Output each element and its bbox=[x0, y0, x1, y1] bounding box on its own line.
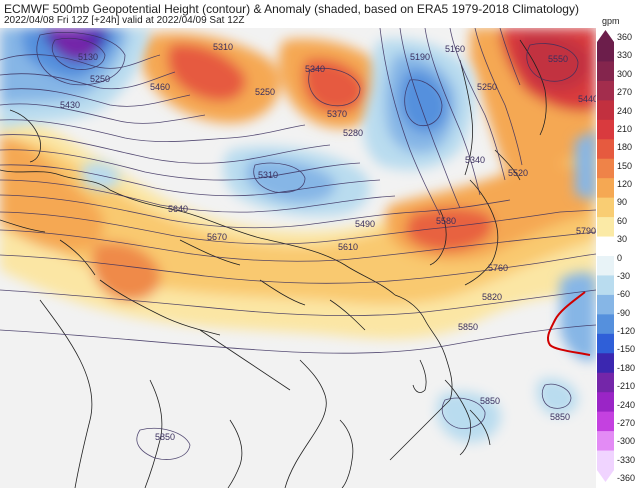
anomaly-colorbar bbox=[597, 30, 614, 482]
contour-label: 5340 bbox=[305, 64, 325, 74]
colorbar-tick-label: 210 bbox=[617, 123, 633, 134]
coastlines-and-borders bbox=[0, 39, 547, 488]
colorbar-unit-label: gpm bbox=[602, 16, 620, 26]
contour-label: 5760 bbox=[488, 263, 508, 273]
anomaly-shading bbox=[0, 28, 596, 340]
map-canvas: 5130 5250 5430 5310 5460 5250 5340 5370 … bbox=[0, 28, 596, 488]
valid-time-subtitle: 2022/04/08 Fri 12Z [+24h] valid at 2022/… bbox=[4, 15, 245, 26]
colorbar-cap-bottom bbox=[597, 470, 614, 482]
contour-label: 5310 bbox=[213, 42, 233, 52]
contour-label: 5250 bbox=[477, 82, 497, 92]
colorbar-tick-label: 270 bbox=[617, 87, 633, 98]
colorbar-swatch bbox=[597, 294, 614, 315]
colorbar-swatch bbox=[597, 256, 614, 276]
height-contours bbox=[0, 28, 596, 460]
contour-label: 5820 bbox=[482, 292, 502, 302]
contour-label: 5850 bbox=[550, 412, 570, 422]
contour-label: 5490 bbox=[355, 219, 375, 229]
colorbar-swatch bbox=[597, 178, 614, 199]
colorbar-tick-label: 330 bbox=[617, 50, 633, 61]
colorbar-tick-label: 300 bbox=[617, 68, 633, 79]
colorbar-tick-label: 360 bbox=[617, 32, 633, 42]
contour-label: 5370 bbox=[327, 109, 347, 119]
colorbar-swatch bbox=[597, 353, 614, 374]
colorbar-tick-label: 30 bbox=[617, 234, 628, 245]
colorbar-tick-label: 90 bbox=[617, 197, 628, 208]
colorbar-swatch bbox=[597, 42, 614, 62]
contour-label: 5250 bbox=[255, 87, 275, 97]
colorbar-tick-label: -150 bbox=[617, 344, 636, 355]
contour-label: 5340 bbox=[465, 155, 485, 165]
contour-label: 5440 bbox=[578, 94, 596, 104]
colorbar-swatch bbox=[597, 197, 614, 218]
colorbar-tick-label: -210 bbox=[617, 381, 636, 392]
colorbar-swatch bbox=[597, 450, 614, 471]
colorbar-swatch bbox=[597, 372, 614, 393]
contour-label: 5850 bbox=[480, 396, 500, 406]
colorbar-tick-label: 180 bbox=[617, 142, 633, 153]
contour-label: 5430 bbox=[60, 100, 80, 110]
colorbar-tick-label: -270 bbox=[617, 417, 636, 428]
colorbar-swatch bbox=[597, 217, 614, 238]
colorbar-tick-label: 0 bbox=[617, 252, 623, 263]
colorbar-swatch bbox=[597, 275, 614, 296]
negative-anomaly-shading bbox=[0, 28, 596, 443]
colorbar-swatch bbox=[597, 119, 614, 140]
colorbar-tick-label: 240 bbox=[617, 105, 633, 116]
colorbar-swatch bbox=[597, 236, 614, 257]
colorbar-tick-label: -240 bbox=[617, 399, 636, 410]
colorbar-swatch bbox=[597, 80, 614, 101]
contour-label-group: 5130 5250 5430 5310 5460 5250 5340 5370 … bbox=[60, 42, 596, 442]
contour-label: 5850 bbox=[458, 322, 478, 332]
colorbar-tick-label: -60 bbox=[617, 289, 631, 300]
contour-label: 5160 bbox=[445, 44, 465, 54]
contour-label: 5670 bbox=[207, 232, 227, 242]
colorbar-tick-label: 60 bbox=[617, 215, 628, 226]
colorbar-tick-label: -180 bbox=[617, 362, 636, 373]
colorbar-tick-label: -300 bbox=[617, 436, 636, 447]
contour-label: 5310 bbox=[258, 170, 278, 180]
red-boundary-line bbox=[546, 291, 591, 356]
colorbar-tick-label: -120 bbox=[617, 326, 636, 336]
contour-label: 5610 bbox=[338, 242, 358, 252]
colorbar-tick-label: 150 bbox=[617, 160, 633, 171]
colorbar-cap-top bbox=[597, 30, 614, 42]
weather-map: 5130 5250 5430 5310 5460 5250 5340 5370 … bbox=[0, 28, 596, 488]
colorbar-tick-label: -30 bbox=[617, 270, 631, 281]
contour-label: 5130 bbox=[78, 52, 98, 62]
colorbar-swatch bbox=[597, 411, 614, 432]
contour-label: 5640 bbox=[168, 204, 188, 214]
colorbar-swatch bbox=[597, 333, 614, 354]
colorbar-tick-label: 120 bbox=[617, 179, 633, 189]
map-title: ECMWF 500mb Geopotential Height (contour… bbox=[4, 2, 579, 16]
colorbar-swatch bbox=[597, 100, 614, 121]
colorbar-swatch bbox=[597, 139, 614, 160]
contour-label: 5460 bbox=[150, 82, 170, 92]
contour-label: 5850 bbox=[155, 432, 175, 442]
contour-label: 5790 bbox=[576, 226, 596, 236]
colorbar-tick-label: -90 bbox=[617, 307, 631, 318]
contour-label: 5280 bbox=[343, 128, 363, 138]
colorbar-swatch bbox=[597, 431, 614, 452]
colorbar-swatch bbox=[597, 392, 614, 413]
colorbar-tick-label: -360 bbox=[617, 473, 636, 483]
colorbar-swatch bbox=[597, 158, 614, 179]
colorbar-swatch bbox=[597, 314, 614, 335]
contour-label: 5520 bbox=[508, 168, 528, 178]
colorbar-tick-label: -330 bbox=[617, 454, 636, 465]
contour-label: 5580 bbox=[436, 216, 456, 226]
contour-label: 5550 bbox=[548, 54, 568, 64]
contour-label: 5250 bbox=[90, 74, 110, 84]
contour-label: 5190 bbox=[410, 52, 430, 62]
colorbar-swatch bbox=[597, 61, 614, 82]
